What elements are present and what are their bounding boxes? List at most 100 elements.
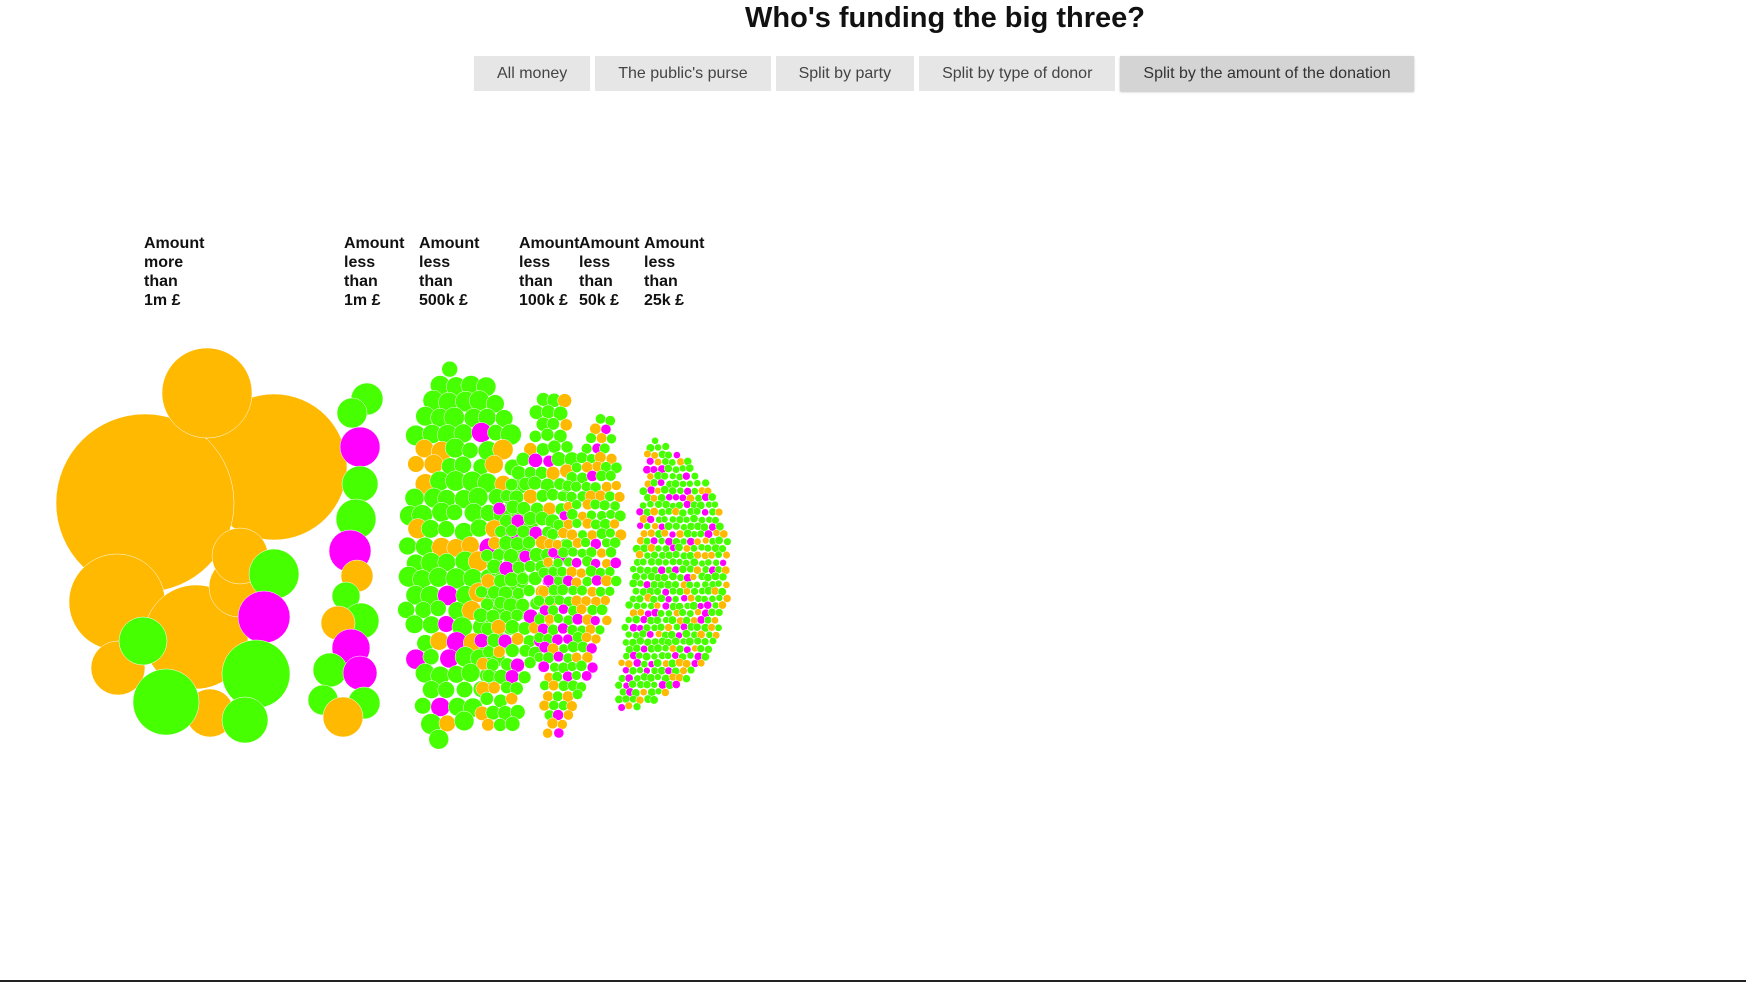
donation-bubble[interactable] [703,615,713,625]
donation-bubble[interactable] [441,360,458,378]
donation-bubble[interactable] [492,502,506,516]
donation-bubble[interactable] [617,659,626,667]
donation-bubble[interactable] [660,515,669,523]
donation-bubble[interactable] [683,500,692,509]
donation-bubble[interactable] [624,630,633,639]
donation-bubble[interactable] [646,630,655,639]
donation-bubble[interactable] [580,537,591,548]
donation-bubble[interactable] [654,500,663,509]
donation-bubble[interactable] [707,623,716,632]
donation-bubble[interactable] [490,619,507,635]
donation-bubble[interactable] [690,587,699,596]
donation-bubble[interactable] [722,551,731,559]
donation-bubble[interactable] [707,551,716,560]
donation-bubble[interactable] [651,522,659,530]
donation-bubble[interactable] [504,619,520,635]
donation-bubble[interactable] [632,587,640,596]
donation-bubble[interactable] [548,679,560,691]
donation-bubble[interactable] [709,637,717,645]
donation-bubble[interactable] [693,636,702,646]
donation-bubble[interactable] [622,638,630,647]
donation-bubble[interactable] [682,471,691,481]
donation-bubble[interactable] [632,658,642,668]
donation-bubble[interactable] [660,472,669,481]
donation-bubble[interactable] [646,457,655,466]
donation-bubble[interactable] [679,464,687,473]
donation-bubble[interactable] [649,478,659,488]
donation-bubble[interactable] [492,645,506,659]
donation-bubble[interactable] [707,607,717,617]
donation-bubble[interactable] [546,528,559,541]
donation-bubble[interactable] [668,644,677,653]
donation-bubble[interactable] [504,716,521,732]
donation-bubble[interactable] [487,681,501,695]
donation-bubble[interactable] [537,660,550,673]
donation-bubble[interactable] [661,688,670,697]
donation-bubble[interactable] [552,651,565,663]
donation-bubble[interactable] [589,498,601,510]
donation-bubble[interactable] [161,347,253,439]
donation-bubble[interactable] [640,645,649,654]
tab-all-money[interactable]: All money [474,56,591,91]
donation-bubble[interactable] [661,644,670,652]
donation-bubble[interactable] [675,529,685,539]
donation-bubble[interactable] [718,572,728,582]
donation-bubble[interactable] [221,696,269,744]
donation-bubble[interactable] [628,679,637,689]
donation-bubble[interactable] [642,652,652,662]
donation-bubble[interactable] [668,571,678,581]
donation-bubble[interactable] [571,670,582,681]
donation-bubble[interactable] [596,547,607,559]
donation-bubble[interactable] [621,623,630,632]
donation-bubble[interactable] [663,464,673,473]
donation-bubble[interactable] [714,608,724,617]
donation-bubble[interactable] [505,478,519,492]
donation-bubble[interactable] [605,527,616,539]
donation-bubble[interactable] [571,557,582,569]
donation-bubble[interactable] [654,458,662,466]
donation-bubble[interactable] [704,645,713,654]
donation-bubble[interactable] [437,615,455,633]
donation-bubble[interactable] [668,530,677,539]
donation-bubble[interactable] [712,529,721,537]
donation-bubble[interactable] [667,615,677,625]
donation-bubble[interactable] [707,492,717,502]
donation-bubble[interactable] [647,557,657,567]
donation-bubble[interactable] [654,557,663,567]
donation-bubble[interactable] [586,661,599,674]
donation-bubble[interactable] [533,594,545,607]
donation-bubble[interactable] [657,478,665,487]
donation-bubble[interactable] [700,652,710,662]
donation-bubble[interactable] [481,718,495,732]
donation-bubble[interactable] [722,581,731,589]
donation-bubble[interactable] [656,623,666,632]
donation-bubble[interactable] [639,501,647,510]
donation-bubble[interactable] [714,550,723,559]
donation-bubble[interactable] [581,670,593,682]
donation-bubble[interactable] [570,480,582,493]
donation-bubble[interactable] [547,547,559,559]
donation-bubble[interactable] [606,433,617,444]
donation-bubble[interactable] [571,518,583,529]
donation-bubble[interactable] [635,507,644,516]
donation-bubble[interactable] [454,710,475,732]
donation-bubble[interactable] [437,520,455,538]
donation-bubble[interactable] [635,594,644,604]
donation-bubble[interactable] [437,681,455,699]
donation-bubble[interactable] [697,659,706,668]
donation-bubble[interactable] [581,651,594,664]
donation-bubble[interactable] [693,581,701,589]
donation-bubble[interactable] [671,651,680,660]
donation-bubble[interactable] [657,565,667,575]
donation-bubble[interactable] [687,594,696,603]
donation-bubble[interactable] [601,615,613,626]
donation-bubble[interactable] [680,594,689,602]
donation-bubble[interactable] [629,623,638,633]
donation-bubble[interactable] [660,573,669,582]
donation-bubble[interactable] [650,666,659,675]
donation-bubble[interactable] [640,602,648,610]
donation-bubble[interactable] [429,631,449,651]
donation-bubble[interactable] [676,457,685,466]
donation-bubble[interactable] [622,666,630,674]
donation-bubble[interactable] [414,697,432,715]
